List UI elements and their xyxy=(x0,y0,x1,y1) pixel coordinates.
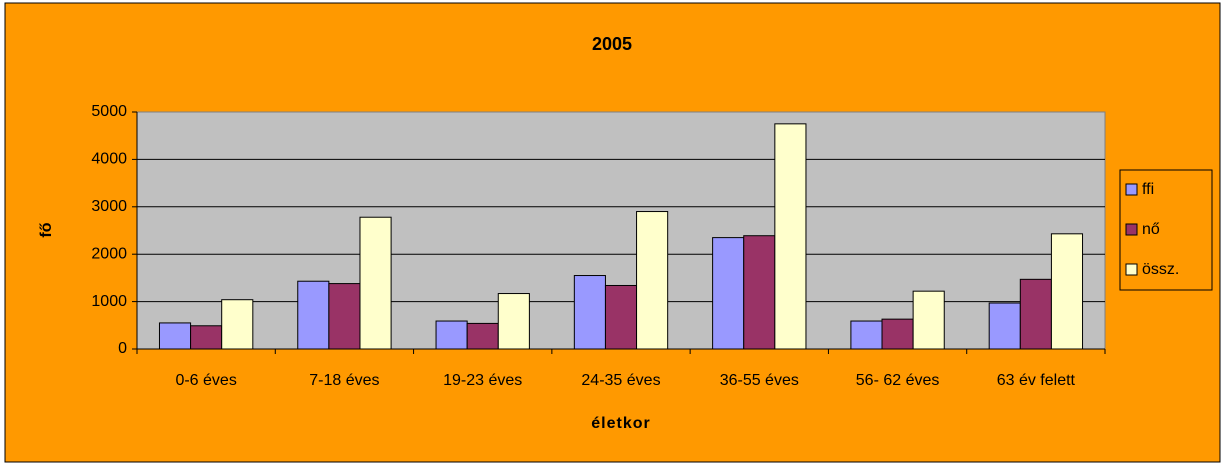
y-tick-label: 1000 xyxy=(91,293,127,310)
y-axis-label: fő xyxy=(38,222,55,237)
bar xyxy=(221,299,254,350)
bar xyxy=(158,322,192,350)
legend-label: össz. xyxy=(1142,261,1179,278)
x-tick-label: 63 év felett xyxy=(997,372,1076,389)
y-tick-label: 4000 xyxy=(91,151,127,168)
x-tick-label: 56- 62 éves xyxy=(856,372,940,389)
y-tick-label: 0 xyxy=(118,340,127,357)
x-tick-label: 0-6 éves xyxy=(175,372,236,389)
bar xyxy=(190,325,223,350)
x-tick-label: 19-23 éves xyxy=(443,372,522,389)
legend-swatch xyxy=(1125,223,1138,236)
y-tick-label: 2000 xyxy=(91,245,127,262)
y-tick-label: 5000 xyxy=(91,103,127,120)
bar xyxy=(359,216,392,350)
legend-label: ffi xyxy=(1142,181,1154,198)
bar xyxy=(328,283,361,350)
bar xyxy=(1050,233,1084,350)
x-tick-label: 36-55 éves xyxy=(720,372,799,389)
bar xyxy=(850,320,883,350)
bar xyxy=(604,284,638,350)
bar xyxy=(743,235,776,350)
x-tick-label: 24-35 éves xyxy=(581,372,660,389)
chart-title: 2005 xyxy=(592,34,632,54)
bar xyxy=(466,322,499,350)
bar xyxy=(297,280,330,350)
legend-label: nő xyxy=(1142,221,1160,238)
bar xyxy=(636,211,669,350)
x-tick-label: 7-18 éves xyxy=(309,372,379,389)
legend-swatch xyxy=(1125,263,1138,276)
bar xyxy=(774,123,807,350)
bar xyxy=(912,290,945,350)
x-axis-label: életkor xyxy=(591,415,650,432)
bar xyxy=(1019,278,1052,350)
bar xyxy=(435,320,468,350)
y-tick-label: 3000 xyxy=(91,198,127,215)
bar xyxy=(881,318,914,350)
bar xyxy=(712,237,745,350)
legend-swatch xyxy=(1125,183,1138,196)
bar xyxy=(497,293,530,350)
bar xyxy=(988,302,1021,350)
bar xyxy=(573,275,606,350)
